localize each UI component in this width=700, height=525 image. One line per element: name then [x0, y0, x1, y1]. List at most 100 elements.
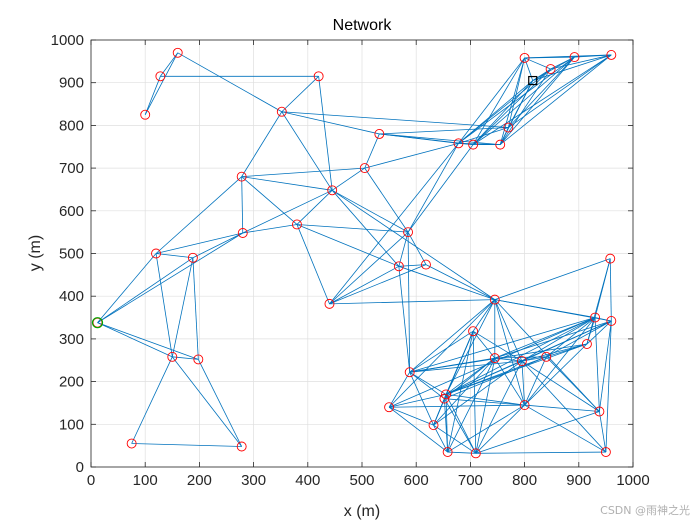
network-edge [329, 265, 400, 305]
node-marker [489, 353, 500, 364]
node-marker [453, 138, 464, 149]
network-edge [524, 404, 600, 412]
node-marker [590, 312, 601, 323]
node-marker [606, 49, 617, 60]
network-edge [445, 356, 547, 395]
network-edge [331, 167, 365, 191]
y-tick-label: 1000 [51, 32, 84, 49]
node-marker [600, 447, 611, 458]
network-edge [388, 372, 411, 408]
network-edge [499, 54, 612, 145]
node-marker [404, 367, 415, 378]
network-edge [398, 266, 411, 373]
network-edge [524, 404, 607, 453]
network-edge [494, 258, 611, 300]
network-edge [594, 317, 612, 322]
network-edge [409, 317, 596, 373]
node-marker [439, 393, 450, 404]
network-edge [409, 357, 495, 373]
node-marker [172, 47, 183, 58]
network-edge [521, 361, 525, 406]
node-marker [155, 71, 166, 82]
node-marker [581, 339, 592, 349]
network-edge [281, 111, 333, 191]
network-edge [296, 224, 330, 305]
network-edge [494, 299, 600, 412]
network-edge [472, 68, 551, 145]
network-edge [605, 320, 612, 453]
network-edge [458, 127, 509, 144]
node-marker [516, 356, 527, 367]
node-marker [468, 139, 479, 150]
network-edge [472, 299, 496, 332]
network-edge [296, 224, 400, 267]
network-edge [574, 54, 612, 58]
network-edge [472, 330, 496, 359]
network-edge [155, 253, 193, 259]
network-edge [445, 317, 596, 395]
network-edge [242, 189, 333, 234]
network-edge [197, 359, 243, 447]
node-marker [421, 259, 431, 270]
tick-marks [90, 39, 634, 468]
network-edge [494, 299, 612, 322]
network-edge [458, 68, 551, 144]
x-tick-label: 800 [512, 472, 537, 489]
network-edge [144, 76, 161, 115]
network-edge [331, 190, 400, 267]
network-edge [97, 253, 157, 323]
network-edge [97, 232, 243, 324]
node-marker [569, 52, 580, 63]
node-marker [151, 248, 161, 259]
network-edge [281, 111, 509, 128]
y-tick-label: 800 [59, 117, 84, 134]
network-edge [494, 317, 596, 359]
network-edge [586, 320, 612, 345]
y-tick-label: 100 [59, 416, 84, 433]
sink-node-marker [528, 75, 538, 86]
sink-edge [532, 54, 612, 81]
network-edge [594, 317, 600, 412]
node-marker [313, 71, 324, 82]
network-edge [546, 320, 612, 358]
node-marker [167, 351, 178, 362]
network-edge [389, 394, 447, 408]
network-edge [192, 257, 199, 360]
network-edge [281, 111, 380, 135]
node-marker [374, 128, 385, 139]
node-marker [441, 389, 451, 400]
node-marker [470, 448, 481, 459]
network-edge [494, 357, 525, 406]
network-edge [444, 356, 547, 400]
node-marker [324, 298, 335, 309]
x-tick-label: 400 [295, 472, 320, 489]
node-marker [541, 351, 552, 362]
network-edge [241, 176, 298, 225]
x-tick-label: 600 [404, 472, 429, 489]
network-edge [507, 57, 525, 128]
network-edge [97, 322, 173, 358]
network-edge [364, 142, 459, 169]
network-edge [508, 54, 612, 128]
network-edge [407, 144, 474, 233]
network-edge [241, 176, 244, 234]
network-edge [409, 330, 474, 373]
x-axis-label: x (m) [344, 503, 380, 520]
network-edge [447, 357, 496, 453]
sink-edge [458, 80, 533, 144]
network-edge [409, 360, 522, 373]
node-marker [126, 438, 137, 449]
network-edge [409, 372, 434, 426]
network-edge [472, 330, 523, 362]
network-edge [318, 76, 333, 191]
network-edge [241, 111, 283, 177]
network-edge [425, 264, 495, 300]
network-edge [364, 133, 380, 169]
network-edge [296, 190, 333, 225]
network-edge [494, 320, 612, 359]
network-edge [242, 224, 298, 234]
network-edge [444, 398, 477, 454]
node-marker [237, 228, 248, 238]
y-tick-label: 700 [59, 160, 84, 177]
